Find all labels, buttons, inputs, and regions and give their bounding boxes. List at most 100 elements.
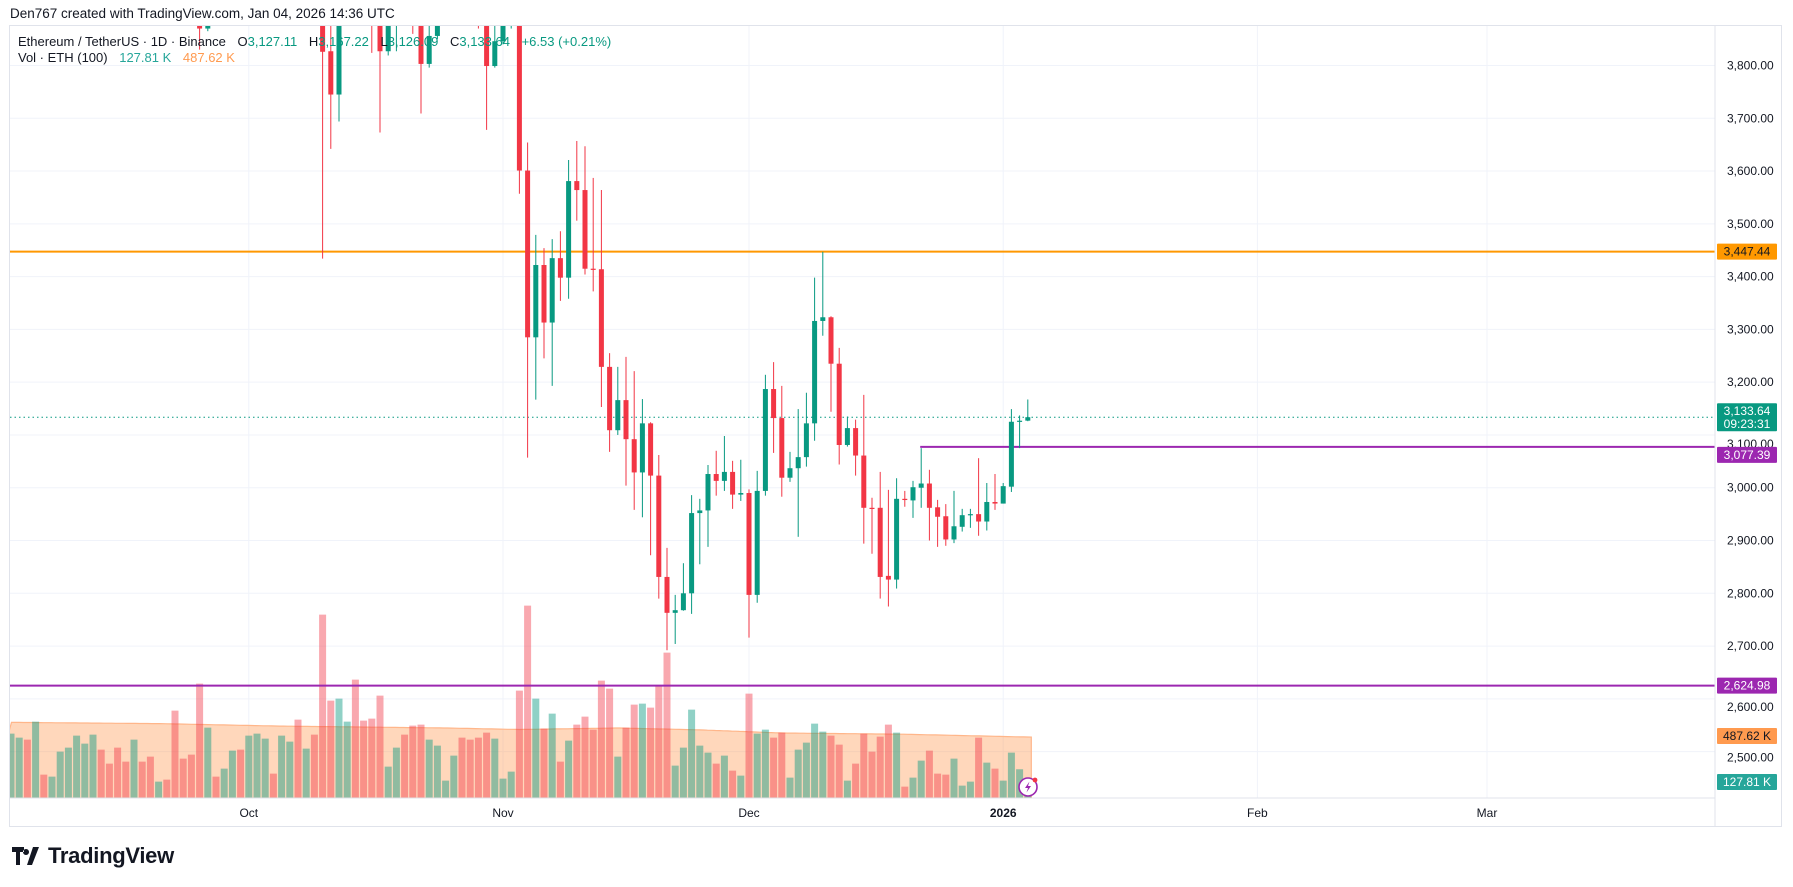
price-tick-label: 2,500.00 (1727, 751, 1774, 765)
candle (730, 460, 736, 509)
candle (795, 409, 801, 537)
volume-bar (401, 734, 409, 798)
price-axis[interactable]: 3,800.00 3,700.00 3,600.00 3,500.00 3,400.00… (1727, 59, 1774, 765)
volume-value: 127.81 K (119, 50, 172, 65)
candle-body (861, 455, 867, 508)
candle (395, 26, 397, 52)
volume-bar (286, 741, 294, 798)
candle (615, 366, 621, 435)
candle-body (836, 363, 842, 445)
volume-bar (638, 703, 646, 798)
price-tick-label: 3,500.00 (1727, 217, 1774, 231)
volume-bar (269, 773, 277, 798)
tradingview-logo-text: TradingView (48, 843, 174, 868)
level-price-tag: 3,447.44 (1717, 243, 1777, 260)
volume-bar (138, 761, 146, 798)
candle (992, 474, 998, 510)
time-tick-label: Mar (1477, 806, 1498, 820)
candle (787, 451, 793, 482)
candle (353, 0, 358, 13)
candle (197, 26, 203, 50)
volume-bar (729, 770, 737, 798)
candle (705, 465, 711, 547)
time-axis[interactable]: Oct Nov Dec 2026 Feb Mar (239, 806, 1497, 820)
candle (549, 239, 555, 386)
volume-bar (319, 614, 327, 798)
candle-body (1008, 421, 1014, 487)
candle (910, 480, 916, 518)
candle-body (664, 576, 670, 613)
volume-bar (179, 758, 187, 798)
candle (959, 508, 965, 532)
candle (762, 374, 768, 496)
candle (477, 26, 479, 29)
candle-body (721, 471, 727, 481)
volume-bar (458, 737, 466, 798)
volume-bar (220, 768, 228, 798)
volume-bar (40, 774, 48, 798)
candle (484, 26, 490, 130)
candle-body (369, 0, 374, 15)
volume-bar (917, 760, 925, 798)
price-tick-label: 3,400.00 (1727, 270, 1774, 284)
candle-body (205, 26, 211, 29)
candle-body (1017, 420, 1023, 422)
candle-body (1000, 486, 1006, 504)
candle (680, 563, 686, 611)
price-tick-label: 3,600.00 (1727, 164, 1774, 178)
candle (557, 231, 563, 301)
chart-frame (9, 25, 1782, 827)
candle (500, 26, 506, 45)
high-label: H (308, 34, 319, 49)
volume-bar (515, 690, 523, 798)
tradingview-logo[interactable]: TradingView (12, 843, 174, 869)
volume-bar (958, 785, 966, 798)
candle (598, 190, 604, 407)
candle-body (582, 190, 588, 269)
price-tick-label: 3,200.00 (1727, 375, 1774, 389)
time-tick-label: Feb (1247, 806, 1268, 820)
candle-body (377, 26, 383, 52)
symbol-name[interactable]: Ethereum / TetherUS · 1D · Binance (18, 34, 226, 49)
volume-bar (868, 751, 876, 798)
candle-body (492, 41, 498, 67)
candle (935, 499, 941, 547)
candle-body (844, 428, 850, 445)
volume-bar (204, 727, 212, 798)
volume-bar (622, 727, 630, 798)
candle (713, 450, 719, 496)
candle-body (926, 483, 932, 508)
volume-bar (524, 605, 532, 798)
volume-label[interactable]: Vol · ETH (100) (18, 50, 108, 65)
time-tick-label: Nov (492, 806, 513, 820)
candle (434, 26, 440, 40)
candle (574, 140, 580, 221)
candle (623, 356, 629, 486)
volume-bar (581, 716, 589, 798)
candle-body (557, 258, 563, 278)
candle (492, 26, 498, 68)
volume-bar (212, 776, 220, 798)
candle (1008, 409, 1014, 492)
volume-bar (966, 781, 974, 798)
volume-bar (105, 763, 113, 798)
volume-tag-bg (1717, 774, 1777, 790)
volume-bar (647, 707, 655, 798)
candle (656, 455, 662, 599)
candle (771, 362, 777, 453)
time-tick-label: 2026 (990, 806, 1017, 820)
volume-bar (130, 739, 138, 798)
candle-body (525, 170, 531, 338)
candle-body (631, 439, 637, 473)
candle-body (894, 498, 900, 580)
volume-bar (925, 750, 933, 798)
volume-bar (778, 732, 786, 798)
volume-ma-value: 487.62 K (182, 50, 235, 65)
candle (812, 277, 818, 441)
high-value: 3,167.22 (318, 34, 369, 49)
lightning-icon[interactable] (1018, 777, 1038, 797)
volume-bar (909, 777, 917, 798)
volume-bar (884, 724, 892, 798)
volume-bar (64, 747, 72, 798)
